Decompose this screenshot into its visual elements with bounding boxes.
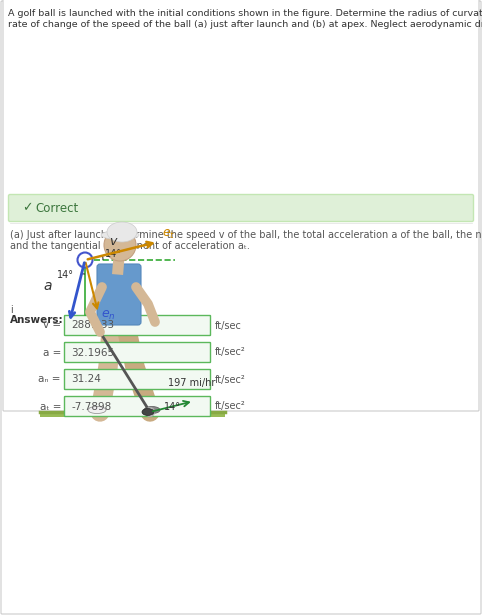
Text: Answers:: Answers:	[10, 315, 64, 325]
Text: 288.933: 288.933	[71, 320, 114, 330]
FancyBboxPatch shape	[97, 264, 141, 325]
Text: $a$: $a$	[43, 279, 53, 293]
Text: ft/sec²: ft/sec²	[215, 375, 246, 384]
Ellipse shape	[88, 407, 106, 413]
Text: 14°: 14°	[164, 402, 181, 412]
Text: 197 mi/hr: 197 mi/hr	[168, 378, 215, 388]
Text: 31.24: 31.24	[71, 375, 101, 384]
Text: $v$: $v$	[109, 235, 119, 248]
Text: and the tangential component of acceleration aₜ.: and the tangential component of accelera…	[10, 241, 250, 251]
Text: $e_t$: $e_t$	[162, 228, 175, 241]
FancyBboxPatch shape	[9, 194, 473, 221]
Text: $e_n$: $e_n$	[101, 309, 116, 322]
Text: 14°: 14°	[57, 270, 74, 280]
Ellipse shape	[107, 222, 137, 242]
Text: a =: a =	[42, 347, 61, 357]
Text: aₜ =: aₜ =	[40, 402, 61, 411]
Text: v =: v =	[43, 320, 61, 330]
Ellipse shape	[142, 408, 154, 416]
Text: ft/sec²: ft/sec²	[215, 347, 246, 357]
Text: A golf ball is launched with the initial conditions shown in the figure. Determi: A golf ball is launched with the initial…	[8, 9, 482, 18]
Circle shape	[104, 229, 136, 261]
FancyBboxPatch shape	[65, 315, 211, 336]
Text: aₙ =: aₙ =	[39, 375, 61, 384]
Text: i: i	[10, 305, 13, 315]
Ellipse shape	[144, 407, 160, 413]
Bar	[40, 412, 225, 417]
Text: ft/sec: ft/sec	[215, 320, 242, 330]
FancyBboxPatch shape	[65, 343, 211, 362]
Text: (a) Just after launch, determine the speed v of the ball, the total acceleration: (a) Just after launch, determine the spe…	[10, 230, 482, 240]
Text: -7.7898: -7.7898	[71, 402, 111, 411]
Ellipse shape	[101, 231, 139, 239]
Text: ✓: ✓	[22, 202, 32, 215]
Text: rate of change of the speed of the ball (a) just after launch and (b) at apex. N: rate of change of the speed of the ball …	[8, 20, 482, 29]
Circle shape	[146, 408, 155, 416]
Text: ft/sec²: ft/sec²	[215, 402, 246, 411]
Circle shape	[78, 253, 93, 268]
Text: 32.1965: 32.1965	[71, 347, 114, 357]
Text: 14°: 14°	[105, 249, 122, 259]
FancyBboxPatch shape	[65, 370, 211, 389]
Text: Correct: Correct	[35, 202, 78, 215]
FancyBboxPatch shape	[3, 0, 479, 411]
FancyBboxPatch shape	[65, 397, 211, 416]
